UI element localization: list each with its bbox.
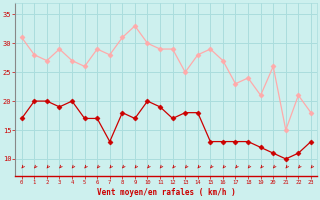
X-axis label: Vent moyen/en rafales ( km/h ): Vent moyen/en rafales ( km/h ) xyxy=(97,188,236,197)
